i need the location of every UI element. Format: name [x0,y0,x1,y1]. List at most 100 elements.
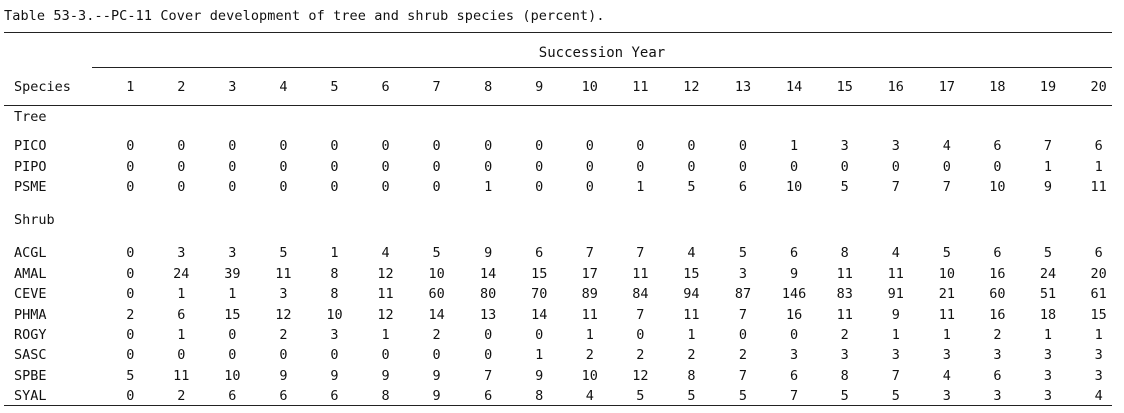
year-header: 12 [683,79,700,95]
cover-value: 11 [938,306,955,323]
cover-value: 0 [228,326,237,343]
cover-value: 7 [738,367,748,384]
cover-value: 10 [224,367,241,384]
cover-value: 0 [790,158,799,175]
cover-value: 84 [632,286,649,303]
cover-value: 11 [173,367,190,384]
cover-value: 24 [1039,265,1057,282]
year-header: 6 [381,79,390,95]
cover-value: 11 [632,265,649,282]
table-row: PICO 0 0 0 0 0 0 0 0 0 0 0 0 0 1 3 3 4 6 7 6 [14,136,1124,156]
table-row: ROGY 0 1 0 2 3 1 2 0 0 1 0 1 0 0 2 1 1 2 1 1 [14,325,1124,345]
cover-value: 3 [891,138,900,155]
cover-value: 0 [381,347,390,364]
cover-value: 91 [887,286,904,303]
cover-value: 17 [581,265,598,282]
cover-value: 7 [484,367,493,384]
table-row: ACGL 0 3 3 5 1 4 5 9 6 7 7 4 5 6 8 4 5 6 5 6 [14,243,1124,263]
cover-value: 10 [326,306,343,323]
cover-value: 3 [1043,347,1053,364]
species-code: SYAL [14,388,47,405]
cover-value: 9 [790,265,799,282]
species-code: SPBE [14,367,47,384]
cover-value: 0 [228,158,237,175]
cover-value: 6 [993,138,1002,155]
year-header: 20 [1090,79,1107,95]
cover-value: 2 [279,326,288,343]
cover-value: 3 [1094,347,1103,364]
cover-value: 6 [484,388,493,405]
cover-value: 3 [993,388,1002,405]
cover-value: 1 [790,138,799,155]
cover-table: Species 1 2 3 4 5 6 7 8 9 10 11 12 13 14 15 16 17 18 19 20 … [14,76,1124,406]
cover-value: 3 [228,245,237,262]
cover-value: 7 [738,306,748,323]
cover-value: 7 [891,178,900,195]
cover-value: 0 [535,158,544,175]
cover-value: 11 [1090,178,1107,195]
cover-value: 12 [275,306,292,323]
cover-value: 7 [585,245,594,262]
cover-value: 5 [840,178,849,195]
table-row: PHMA 2 6 15 12 10 12 14 13 14 11 7 11 7 16 11 9 11 16 18 15 [14,304,1124,324]
cover-value: 0 [585,138,594,155]
cover-value: 0 [484,326,493,343]
cover-value: 0 [585,158,594,175]
cover-value: 9 [381,367,390,384]
cover-value: 0 [126,245,135,262]
species-header: Species [14,79,71,95]
cover-value: 0 [687,138,696,155]
cover-value: 15 [531,265,548,282]
species-code: CEVE [14,286,47,303]
year-header: 7 [432,79,441,95]
cover-value: 87 [734,286,752,303]
cover-value: 20 [1090,265,1107,282]
cover-value: 2 [738,347,748,364]
header-row: Species 1 2 3 4 5 6 7 8 9 10 11 12 13 14 15 16 17 18 19 20 [14,76,1124,98]
year-header: 9 [535,79,544,95]
cover-value: 0 [636,158,645,175]
cover-value: 2 [432,326,441,343]
species-code: SASC [14,347,47,364]
cover-value: 5 [840,388,849,405]
cover-value: 7 [1043,138,1053,155]
cover-value: 1 [535,347,544,364]
cover-value: 70 [531,286,548,303]
cover-value: 14 [428,306,445,323]
section-label: Tree [14,109,47,125]
cover-value: 4 [942,138,951,155]
cover-value: 0 [942,158,951,175]
cover-value: 0 [381,178,390,195]
cover-value: 1 [687,326,696,343]
cover-value: 5 [432,245,441,262]
species-code: ACGL [14,245,47,262]
cover-value: 3 [790,347,799,364]
cover-value: 0 [228,138,237,155]
cover-value: 13 [480,306,497,323]
cover-value: 2 [177,388,186,405]
cover-value: 3 [279,286,288,303]
table-row: PIPO 0 0 0 0 0 0 0 0 0 0 0 0 0 0 0 0 0 0 1 1 [14,156,1124,176]
cover-value: 0 [279,138,288,155]
species-code: AMAL [14,265,47,282]
cover-value: 10 [938,265,955,282]
cover-value: 1 [381,326,390,343]
year-header: 18 [989,79,1006,95]
cover-value: 0 [535,138,544,155]
cover-value: 6 [330,388,339,405]
year-header: 19 [1039,79,1057,95]
cover-value: 7 [636,306,645,323]
cover-value: 0 [330,347,339,364]
spanner-rule [92,67,1112,68]
cover-value: 9 [279,367,288,384]
cover-value: 0 [535,178,544,195]
cover-value: 0 [126,138,135,155]
table-row: SPBE 5 11 10 9 9 9 9 7 9 10 12 8 7 6 8 7 4 6 3 3 [14,366,1124,386]
cover-value: 4 [381,245,390,262]
cover-value: 3 [330,326,339,343]
cover-value: 1 [228,286,237,303]
cover-value: 3 [942,388,951,405]
cover-value: 0 [636,326,645,343]
cover-value: 6 [790,367,799,384]
header-rule [4,105,1112,106]
